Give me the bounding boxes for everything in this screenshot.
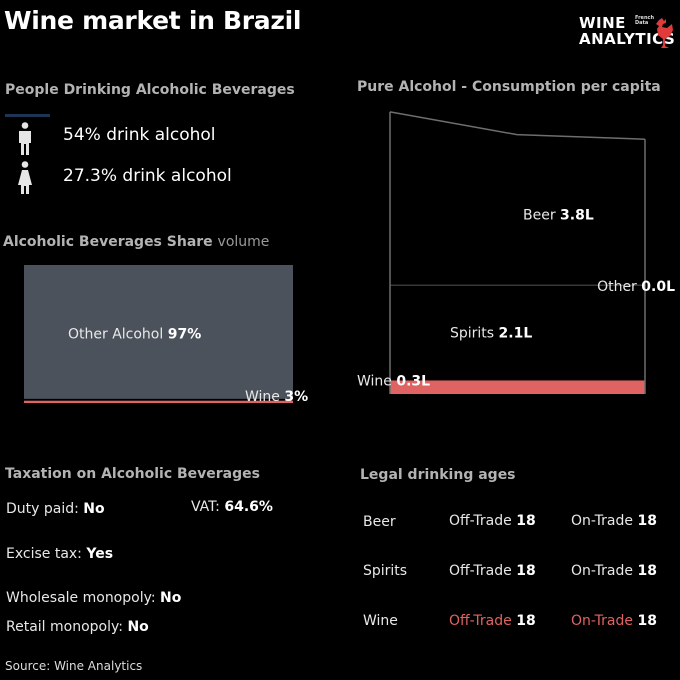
line-beer	[389, 111, 646, 140]
excise-tax: Excise tax: Yes	[6, 546, 114, 562]
area-spirits	[390, 284, 645, 381]
label-beer: Beer 3.8L	[523, 208, 594, 224]
ages-heading: Legal drinking ages	[360, 467, 516, 483]
age-row-wine-off: Off-Trade 18	[449, 613, 536, 629]
logo-line1: WINE	[579, 14, 626, 32]
label-other: Other 0.0L	[597, 279, 675, 295]
age-row-beer-name: Beer	[363, 514, 396, 530]
logo-tagline: French Data	[635, 15, 655, 26]
share-bar-wine	[24, 400, 293, 403]
age-row-beer-off: Off-Trade 18	[449, 513, 536, 529]
tax-heading: Taxation on Alcoholic Beverages	[5, 466, 260, 482]
share-chart: Other Alcohol 97% Wine 3%	[24, 265, 308, 405]
rooster-icon	[656, 18, 673, 48]
share-label-other-alcohol: Other Alcohol 97%	[68, 327, 201, 343]
woman-icon	[18, 161, 32, 194]
age-row-wine-name: Wine	[363, 613, 398, 629]
share-bar-other-alcohol	[24, 265, 293, 399]
drinkers-heading: People Drinking Alcoholic Beverages	[5, 82, 295, 98]
vat: VAT: 64.6%	[191, 499, 273, 515]
age-row-spirits-name: Spirits	[363, 563, 408, 579]
age-row-wine-on: On-Trade 18	[571, 613, 657, 629]
label-wine: Wine 0.3L	[357, 373, 430, 389]
area-wine	[390, 380, 645, 394]
retail-monopoly: Retail monopoly: No	[6, 619, 149, 635]
age-row-spirits-off: Off-Trade 18	[449, 563, 536, 579]
source-note: Source: Wine Analytics	[5, 659, 143, 673]
pure-heading: Pure Alcohol - Consumption per capita	[357, 79, 661, 95]
male-drinkers-text: 54% drink alcohol	[63, 125, 216, 145]
label-spirits: Spirits 2.1L	[450, 326, 532, 342]
share-label-wine: Wine 3%	[245, 389, 308, 405]
man-icon	[19, 122, 31, 155]
logo-line2: ANALYTICS	[579, 30, 676, 48]
area-beer	[390, 111, 645, 285]
female-drinkers-text: 27.3% drink alcohol	[63, 166, 232, 186]
age-row-spirits-on: On-Trade 18	[571, 563, 657, 579]
wholesale-monopoly: Wholesale monopoly: No	[6, 590, 182, 606]
heading-underline	[5, 114, 50, 117]
duty-paid: Duty paid: No	[6, 501, 105, 517]
share-heading: Alcoholic Beverages Share volume	[3, 234, 270, 250]
page-title: Wine market in Brazil	[4, 6, 302, 35]
age-row-beer-on: On-Trade 18	[571, 513, 657, 529]
brand-logo: WINE ANALYTICS French Data	[579, 14, 677, 50]
pure-alcohol-chart: Wine 0.3L Spirits 2.1L Other 0.0L Beer 3.8L	[357, 111, 675, 394]
